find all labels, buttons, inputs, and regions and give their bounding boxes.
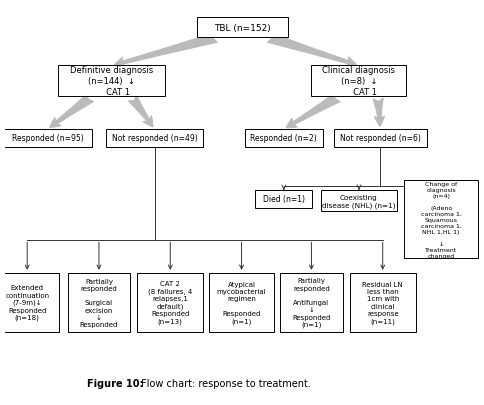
- Text: Atypical
mycobacterial
regimen

Responded
(n=1): Atypical mycobacterial regimen Responded…: [216, 281, 266, 324]
- FancyBboxPatch shape: [279, 273, 342, 332]
- FancyBboxPatch shape: [311, 66, 406, 96]
- FancyBboxPatch shape: [137, 273, 203, 332]
- Text: Not responded (n=49): Not responded (n=49): [111, 134, 197, 143]
- Text: Responded (n=95): Responded (n=95): [12, 134, 83, 143]
- Text: TBL (n=152): TBL (n=152): [213, 23, 271, 32]
- Text: Died (n=1): Died (n=1): [262, 195, 304, 204]
- Text: Definitive diagnosis
(n=144)  ↓
     CAT 1: Definitive diagnosis (n=144) ↓ CAT 1: [70, 66, 153, 97]
- Text: Change of
diagnosis
(n=4)

(Adeno
carcinoma 1,
Squamous
carcinoma 1,
NHL 1,HL 1): Change of diagnosis (n=4) (Adeno carcino…: [420, 181, 461, 258]
- Text: Partially
responded

Surgical
excision
↓
Responded: Partially responded Surgical excision ↓ …: [79, 278, 118, 327]
- Text: Responded (n=2): Responded (n=2): [250, 134, 317, 143]
- FancyBboxPatch shape: [333, 130, 426, 147]
- Text: Residual LN
less than
1cm with
clinical
response
(n=11): Residual LN less than 1cm with clinical …: [362, 281, 402, 324]
- FancyBboxPatch shape: [58, 66, 165, 96]
- Text: Clinical diagnosis
(n=8)  ↓
     CAT 1: Clinical diagnosis (n=8) ↓ CAT 1: [322, 66, 394, 97]
- Text: Figure 10:: Figure 10:: [87, 378, 143, 388]
- FancyBboxPatch shape: [244, 130, 322, 147]
- FancyBboxPatch shape: [208, 273, 274, 332]
- FancyBboxPatch shape: [349, 273, 415, 332]
- FancyBboxPatch shape: [255, 190, 312, 208]
- Text: CAT 2
(8 failures, 4
relapses,1
default)
Responded
(n=13): CAT 2 (8 failures, 4 relapses,1 default)…: [148, 281, 192, 324]
- FancyBboxPatch shape: [67, 273, 130, 332]
- Text: Not responded (n=6): Not responded (n=6): [339, 134, 420, 143]
- Text: Coexisting
disease (NHL) (n=1): Coexisting disease (NHL) (n=1): [321, 194, 395, 208]
- FancyBboxPatch shape: [4, 130, 91, 147]
- Text: Partially
responded

Antifungal
↓
Responded
(n=1): Partially responded Antifungal ↓ Respond…: [292, 278, 330, 328]
- FancyBboxPatch shape: [0, 273, 59, 332]
- FancyBboxPatch shape: [106, 130, 203, 147]
- FancyBboxPatch shape: [197, 18, 287, 38]
- Text: Extended
continuation
(7-9m)↓
Responded
(n=18): Extended continuation (7-9m)↓ Responded …: [5, 285, 49, 321]
- Text: Flow chart: response to treatment.: Flow chart: response to treatment.: [138, 378, 310, 388]
- FancyBboxPatch shape: [404, 181, 477, 258]
- FancyBboxPatch shape: [320, 190, 396, 212]
